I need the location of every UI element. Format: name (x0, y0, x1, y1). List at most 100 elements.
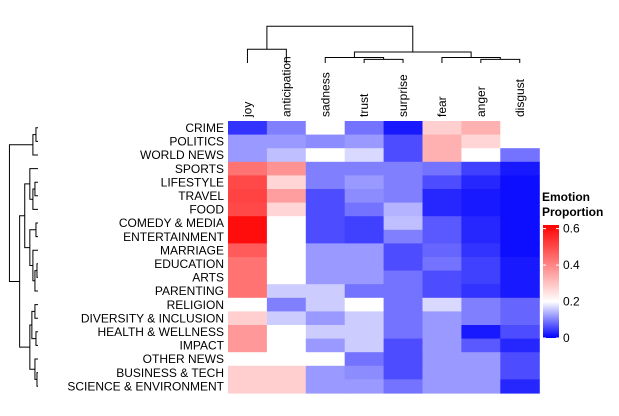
cell-diversity-and-inclusion-trust (344, 311, 385, 326)
cell-sports-trust (344, 161, 385, 176)
cell-world-news-fear (422, 148, 462, 163)
cell-world-news-trust (344, 148, 385, 163)
cell-crime-sadness (305, 121, 346, 136)
cell-impact-surprise (383, 338, 424, 353)
row-label-education: EDUCATION (154, 257, 224, 271)
cell-religion-anticipation (266, 297, 307, 312)
cell-science-and-environment-sadness (305, 379, 346, 394)
cell-business-and-tech-trust (344, 365, 385, 380)
cell-business-and-tech-disgust (500, 365, 540, 380)
cell-food-disgust (500, 202, 540, 217)
cell-religion-sadness (305, 297, 346, 312)
row-label-lifestyle: LIFESTYLE (161, 175, 224, 189)
cell-world-news-joy (228, 148, 268, 163)
cell-other-news-fear (422, 352, 462, 367)
row-dendrogram (8, 127, 38, 387)
column-label-joy: joy (240, 102, 254, 118)
cell-entertainment-disgust (500, 229, 540, 244)
cell-crime-trust (344, 121, 385, 136)
cell-education-fear (422, 257, 462, 272)
column-label-disgust: disgust (513, 78, 527, 117)
cell-arts-anger (461, 270, 501, 285)
row-dendrogram-branch (34, 181, 38, 197)
row-dendrogram-branch (34, 304, 38, 319)
column-dendrogram (246, 25, 521, 63)
row-label-religion: RELIGION (167, 298, 224, 312)
row-dendrogram-branch (35, 222, 38, 238)
cell-parenting-joy (228, 284, 268, 299)
heatmap-cells (228, 121, 540, 394)
cell-business-and-tech-anger (461, 365, 501, 380)
cell-business-and-tech-surprise (383, 365, 424, 380)
cell-science-and-environment-surprise (383, 379, 424, 394)
cell-religion-disgust (500, 297, 540, 312)
cell-health-and-wellness-disgust (500, 325, 540, 340)
cell-arts-fear (422, 270, 462, 285)
row-label-travel: TRAVEL (178, 189, 224, 203)
row-dendrogram-branch (29, 324, 35, 370)
column-dendrogram-branch (441, 56, 501, 63)
cell-health-and-wellness-sadness (305, 325, 346, 340)
cell-politics-disgust (500, 134, 540, 149)
cell-marriage-fear (422, 243, 462, 258)
cell-crime-anticipation (266, 121, 307, 136)
cell-other-news-surprise (383, 352, 424, 367)
row-label-parenting: PARENTING (155, 284, 224, 298)
row-dendrogram-branch (36, 263, 38, 278)
cell-travel-fear (422, 189, 462, 204)
cell-politics-surprise (383, 134, 424, 149)
cell-entertainment-trust (344, 229, 385, 244)
cell-arts-anticipation (266, 270, 307, 285)
cell-food-anticipation (266, 202, 307, 217)
cell-lifestyle-sadness (305, 175, 346, 190)
cell-lifestyle-anticipation (266, 175, 307, 190)
cell-marriage-surprise (383, 243, 424, 258)
cell-health-and-wellness-joy (228, 325, 268, 340)
cell-sports-disgust (500, 161, 540, 176)
column-label-fear: fear (435, 96, 449, 117)
cell-health-and-wellness-anger (461, 325, 501, 340)
row-label-comedy-and-media: COMEDY & MEDIA (119, 216, 224, 230)
cell-crime-fear (422, 121, 462, 136)
cell-crime-anger (461, 121, 501, 136)
row-dendrogram-branch (35, 331, 38, 346)
cell-travel-disgust (500, 189, 540, 204)
cell-science-and-environment-joy (228, 379, 268, 394)
cell-business-and-tech-fear (422, 365, 462, 380)
cell-other-news-anticipation (266, 352, 307, 367)
row-dendrogram-branch (8, 144, 33, 282)
cell-other-news-sadness (305, 352, 346, 367)
legend-title-line-1: Emotion (542, 190, 590, 204)
column-label-anger: anger (474, 86, 488, 117)
cell-sports-sadness (305, 161, 346, 176)
row-label-world-news: WORLD NEWS (140, 148, 224, 162)
cell-business-and-tech-joy (228, 365, 268, 380)
row-dendrogram-branch (36, 372, 38, 387)
cell-parenting-sadness (305, 284, 346, 299)
cell-impact-anticipation (266, 338, 307, 353)
cell-sports-fear (422, 161, 462, 176)
cell-diversity-and-inclusion-anger (461, 311, 501, 326)
row-label-business-and-tech: BUSINESS & TECH (116, 366, 224, 380)
cell-comedy-and-media-anger (461, 216, 501, 231)
cell-business-and-tech-anticipation (266, 365, 307, 380)
row-dendrogram-branch (34, 358, 38, 380)
cell-parenting-anticipation (266, 284, 307, 299)
cell-entertainment-joy (228, 229, 268, 244)
cell-parenting-fear (422, 284, 462, 299)
cell-lifestyle-trust (344, 175, 385, 190)
column-label-sadness: sadness (318, 72, 332, 117)
cell-comedy-and-media-joy (228, 216, 268, 231)
cell-sports-anger (461, 161, 501, 176)
cell-education-surprise (383, 257, 424, 272)
cell-politics-joy (228, 134, 268, 149)
cell-politics-anger (461, 134, 501, 149)
cell-parenting-disgust (500, 284, 540, 299)
cell-religion-joy (228, 297, 268, 312)
cell-politics-fear (422, 134, 462, 149)
legend-tick-label: 0 (563, 331, 570, 345)
row-label-health-and-wellness: HEALTH & WELLNESS (98, 325, 224, 339)
cell-lifestyle-fear (422, 175, 462, 190)
cell-arts-joy (228, 270, 268, 285)
